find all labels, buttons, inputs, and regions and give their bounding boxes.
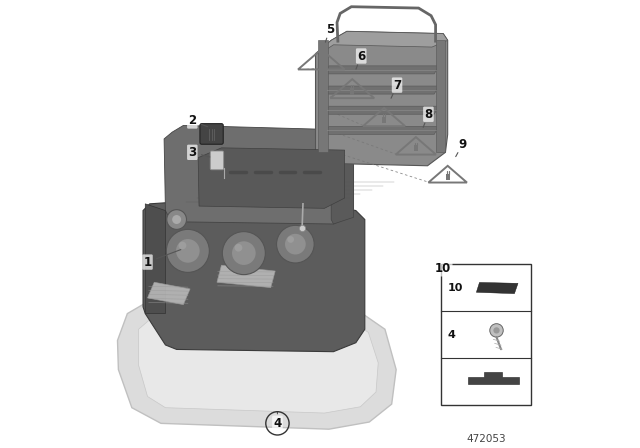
Text: 4: 4 — [273, 417, 282, 430]
Bar — [319, 59, 324, 66]
Text: 5: 5 — [326, 22, 334, 36]
Circle shape — [166, 229, 209, 272]
Circle shape — [285, 234, 306, 254]
Circle shape — [235, 244, 243, 252]
Polygon shape — [324, 126, 439, 134]
Polygon shape — [316, 31, 448, 166]
Text: 7: 7 — [393, 78, 401, 92]
Polygon shape — [118, 298, 396, 429]
Polygon shape — [332, 130, 353, 224]
Text: 4: 4 — [447, 330, 455, 340]
Polygon shape — [198, 148, 345, 208]
Text: 1: 1 — [143, 255, 152, 269]
Polygon shape — [148, 282, 190, 305]
Text: 10: 10 — [435, 262, 451, 276]
Bar — [350, 88, 355, 95]
Bar — [445, 174, 450, 180]
Text: 3: 3 — [188, 146, 196, 159]
Polygon shape — [217, 265, 275, 288]
Text: 6: 6 — [357, 49, 365, 63]
Circle shape — [300, 225, 306, 232]
Polygon shape — [145, 204, 165, 314]
Polygon shape — [324, 106, 439, 114]
Circle shape — [172, 215, 181, 224]
Polygon shape — [164, 125, 353, 224]
Polygon shape — [139, 310, 378, 413]
Circle shape — [490, 323, 503, 337]
Circle shape — [179, 241, 186, 250]
Bar — [382, 116, 386, 123]
Polygon shape — [468, 372, 519, 384]
Bar — [317, 40, 328, 152]
Text: 10: 10 — [447, 283, 463, 293]
FancyBboxPatch shape — [200, 124, 223, 144]
Polygon shape — [143, 195, 365, 352]
Circle shape — [176, 239, 200, 263]
Circle shape — [276, 225, 314, 263]
Circle shape — [232, 241, 255, 265]
Circle shape — [287, 236, 294, 243]
Polygon shape — [476, 282, 518, 293]
Bar — [436, 40, 445, 152]
Circle shape — [222, 232, 266, 275]
Text: 472053: 472053 — [466, 434, 506, 444]
Circle shape — [493, 327, 500, 333]
Bar — [414, 145, 418, 151]
Polygon shape — [324, 66, 439, 74]
Text: 8: 8 — [424, 108, 433, 121]
Circle shape — [167, 210, 186, 229]
Text: 2: 2 — [188, 114, 196, 128]
FancyBboxPatch shape — [210, 151, 224, 170]
Bar — [441, 264, 531, 405]
Text: 9: 9 — [458, 138, 467, 151]
Polygon shape — [316, 31, 448, 54]
Polygon shape — [324, 86, 439, 94]
